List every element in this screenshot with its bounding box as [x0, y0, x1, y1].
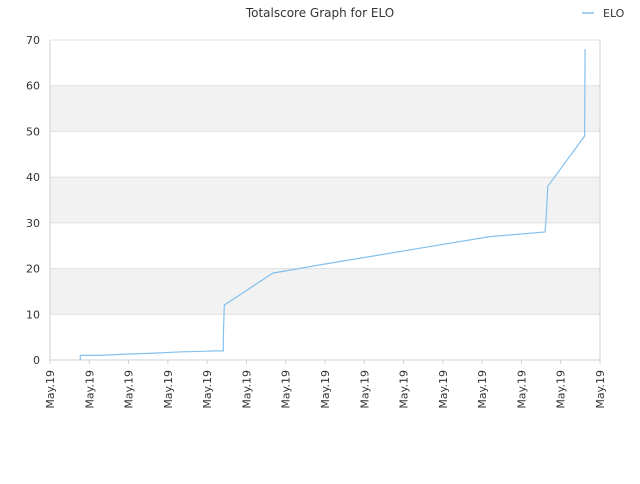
y-tick-label: 30 [26, 217, 40, 230]
legend[interactable]: ELO [582, 7, 625, 20]
x-tick-label: May.19 [594, 370, 607, 409]
chart-title: Totalscore Graph for ELO [245, 6, 394, 20]
x-tick-label: May.19 [123, 370, 136, 409]
x-tick-label: May.19 [515, 370, 528, 409]
x-tick-labels: May.19 May.19 May.19 May.19 May.19 May.19 May.… [44, 370, 607, 409]
plot-bands [50, 85, 600, 315]
plot-band [50, 268, 600, 315]
x-tick-label: May.19 [398, 370, 411, 409]
x-tick-label: May.19 [280, 370, 293, 409]
x-tick-label: May.19 [83, 370, 96, 409]
plot-band [50, 85, 600, 132]
x-tick-label: May.19 [476, 370, 489, 409]
y-tick-labels: 0 10 20 30 40 50 60 70 [26, 34, 40, 367]
y-tick-label: 60 [26, 80, 40, 93]
y-tick-label: 10 [26, 308, 40, 321]
x-tick-label: May.19 [162, 370, 175, 409]
y-tick-label: 0 [33, 354, 40, 367]
grid-lines [50, 39, 600, 361]
series-line-elo [79, 49, 586, 360]
legend-label-elo: ELO [603, 7, 625, 20]
x-tick-label: May.19 [201, 370, 214, 409]
x-tick-label: May.19 [319, 370, 332, 409]
y-tick-label: 20 [26, 263, 40, 276]
y-tick-label: 70 [26, 34, 40, 47]
x-tick-label: May.19 [240, 370, 253, 409]
series-layer [79, 49, 586, 360]
x-tick-label: May.19 [44, 370, 57, 409]
plot-band [50, 177, 600, 223]
axes [49, 40, 601, 364]
y-tick-label: 40 [26, 171, 40, 184]
x-tick-label: May.19 [358, 370, 371, 409]
x-tick-label: May.19 [555, 370, 568, 409]
x-tick-label: May.19 [437, 370, 450, 409]
y-tick-label: 50 [26, 125, 40, 138]
